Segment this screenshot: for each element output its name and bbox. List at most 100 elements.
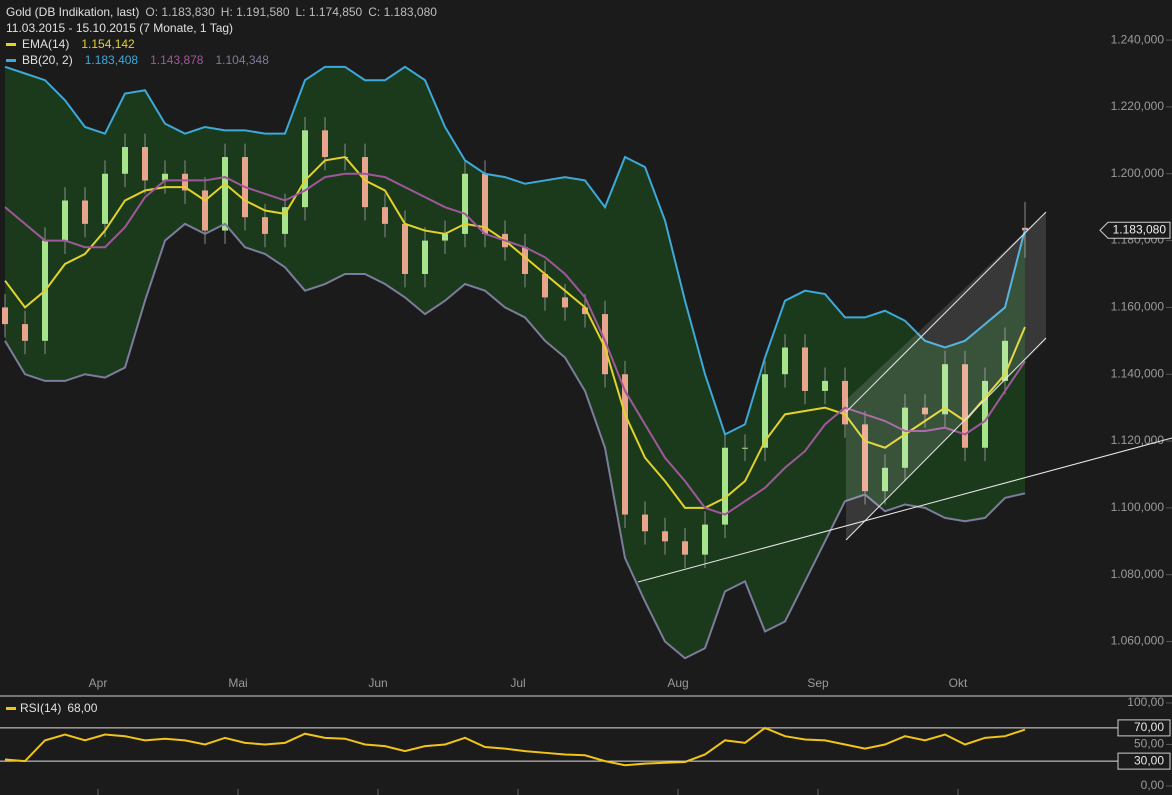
y-tick-label: 70,00 bbox=[1134, 720, 1164, 734]
indicator-line bbox=[4, 222, 1026, 660]
candle-body bbox=[802, 347, 808, 391]
candle-body bbox=[902, 407, 908, 468]
candle-body bbox=[662, 531, 668, 542]
legend-name: EMA(14) bbox=[22, 37, 70, 51]
candle-body bbox=[82, 200, 88, 224]
x-tick-label: Okt bbox=[949, 676, 968, 690]
legend-value: 1.183,408 bbox=[84, 53, 139, 67]
candle-body bbox=[162, 173, 168, 181]
panel: 1.060,000 1.080,000 1.100,000 1.120,000 1.14… bbox=[2, 32, 1172, 795]
ohlc: H: 1.191,580 bbox=[220, 5, 290, 19]
y-tick-label: 1.160,000 bbox=[1111, 300, 1165, 314]
candle-body bbox=[562, 297, 568, 308]
y-tick-label: 1.240,000 bbox=[1111, 32, 1165, 46]
candle-body bbox=[822, 380, 828, 391]
candle-body bbox=[422, 240, 428, 274]
candle-body bbox=[322, 130, 328, 158]
y-tick-label: 1.140,000 bbox=[1111, 366, 1165, 380]
candle-body bbox=[22, 324, 28, 341]
y-tick-label: 1.100,000 bbox=[1111, 500, 1165, 514]
legend-value: 1.104,348 bbox=[215, 53, 269, 67]
legend-name: RSI(14) bbox=[20, 701, 62, 715]
y-tick-label: 0,00 bbox=[1141, 778, 1165, 792]
candle-body bbox=[842, 380, 848, 425]
channel-fill bbox=[846, 212, 1046, 540]
candle-body bbox=[942, 364, 948, 415]
rsi-line bbox=[4, 726, 1026, 767]
candle-body bbox=[882, 467, 888, 492]
legend-entry: RSI(14) 68,00 bbox=[6, 701, 97, 715]
legend-value: 1.154,142 bbox=[81, 37, 135, 51]
candle-body bbox=[682, 541, 688, 555]
candle-body bbox=[1002, 340, 1008, 381]
tick-box bbox=[1117, 719, 1171, 737]
candle-body bbox=[302, 130, 308, 208]
title: Gold (DB Indikation, last) bbox=[6, 5, 140, 19]
x-tick-label: Jul bbox=[510, 676, 525, 690]
indicator-line bbox=[4, 172, 1026, 516]
x-tick-label: Aug bbox=[667, 676, 688, 690]
indicator-line bbox=[4, 155, 1026, 509]
y-tick-label: 50,00 bbox=[1134, 737, 1164, 751]
candle-body bbox=[922, 407, 928, 415]
candle-body bbox=[62, 200, 68, 241]
legend-swatch bbox=[6, 43, 16, 47]
candle-body bbox=[442, 233, 448, 241]
legend-swatch bbox=[6, 707, 16, 711]
panel: 0,00 30,00 50,00 70,00 100,00 bbox=[0, 695, 1172, 792]
candle-body bbox=[142, 147, 148, 181]
candle-body bbox=[622, 374, 628, 515]
candle-body bbox=[482, 173, 488, 234]
candle-body bbox=[262, 217, 268, 234]
candle-body bbox=[742, 447, 748, 449]
candle-body bbox=[602, 314, 608, 375]
candle-body bbox=[402, 223, 408, 274]
x-tick-label: Jun bbox=[368, 676, 387, 690]
x-tick-label: Mai bbox=[228, 676, 247, 690]
candle-body bbox=[202, 190, 208, 231]
x-tick-label: Apr bbox=[89, 676, 108, 690]
ohlc: C: 1.183,080 bbox=[368, 5, 437, 19]
date-range: 11.03.2015 - 15.10.2015 (7 Monate, 1 Tag… bbox=[6, 21, 234, 35]
candle-body bbox=[122, 147, 128, 174]
candle-body bbox=[642, 514, 648, 532]
candle-body bbox=[462, 173, 468, 234]
legend-value: 68,00 bbox=[67, 701, 98, 715]
y-tick-label: 1.060,000 bbox=[1111, 634, 1165, 648]
candle-body bbox=[282, 207, 288, 234]
y-tick-label: 30,00 bbox=[1134, 753, 1164, 767]
channel-line bbox=[845, 337, 1047, 541]
tick-box bbox=[1117, 752, 1171, 770]
y-tick-label: 1.120,000 bbox=[1111, 433, 1165, 447]
candle-body bbox=[222, 157, 228, 231]
y-tick-label: 1.200,000 bbox=[1111, 166, 1165, 180]
x-tick-label: Sep bbox=[807, 676, 829, 690]
legend-entry: EMA(14) 1.154,142 bbox=[6, 36, 443, 52]
candle-body bbox=[862, 424, 868, 492]
indicator-line bbox=[4, 65, 1026, 436]
y-tick-label: 1.220,000 bbox=[1111, 99, 1165, 113]
channel-line bbox=[845, 211, 1047, 413]
candle-body bbox=[1022, 227, 1028, 231]
candle-body bbox=[702, 524, 708, 555]
candle-body bbox=[782, 347, 788, 375]
candle-body bbox=[362, 157, 368, 208]
legend-value: 1.143,878 bbox=[150, 53, 204, 67]
legend-swatch bbox=[6, 59, 16, 63]
last-price-box bbox=[1099, 221, 1171, 239]
candle-body bbox=[522, 247, 528, 274]
y-tick-label: 100,00 bbox=[1127, 695, 1164, 709]
trend-line bbox=[637, 437, 1172, 583]
candle-body bbox=[182, 173, 188, 191]
band-fill bbox=[5, 66, 1025, 659]
last-price-label: 1.183,080 bbox=[1113, 222, 1167, 236]
candle-body bbox=[582, 307, 588, 315]
legend-name: BB(20, 2) bbox=[22, 53, 73, 67]
candle-body bbox=[382, 207, 388, 224]
candle-body bbox=[2, 307, 8, 325]
candle-body bbox=[962, 364, 968, 448]
candle-body bbox=[542, 273, 548, 298]
y-tick-label: 1.080,000 bbox=[1111, 567, 1165, 581]
